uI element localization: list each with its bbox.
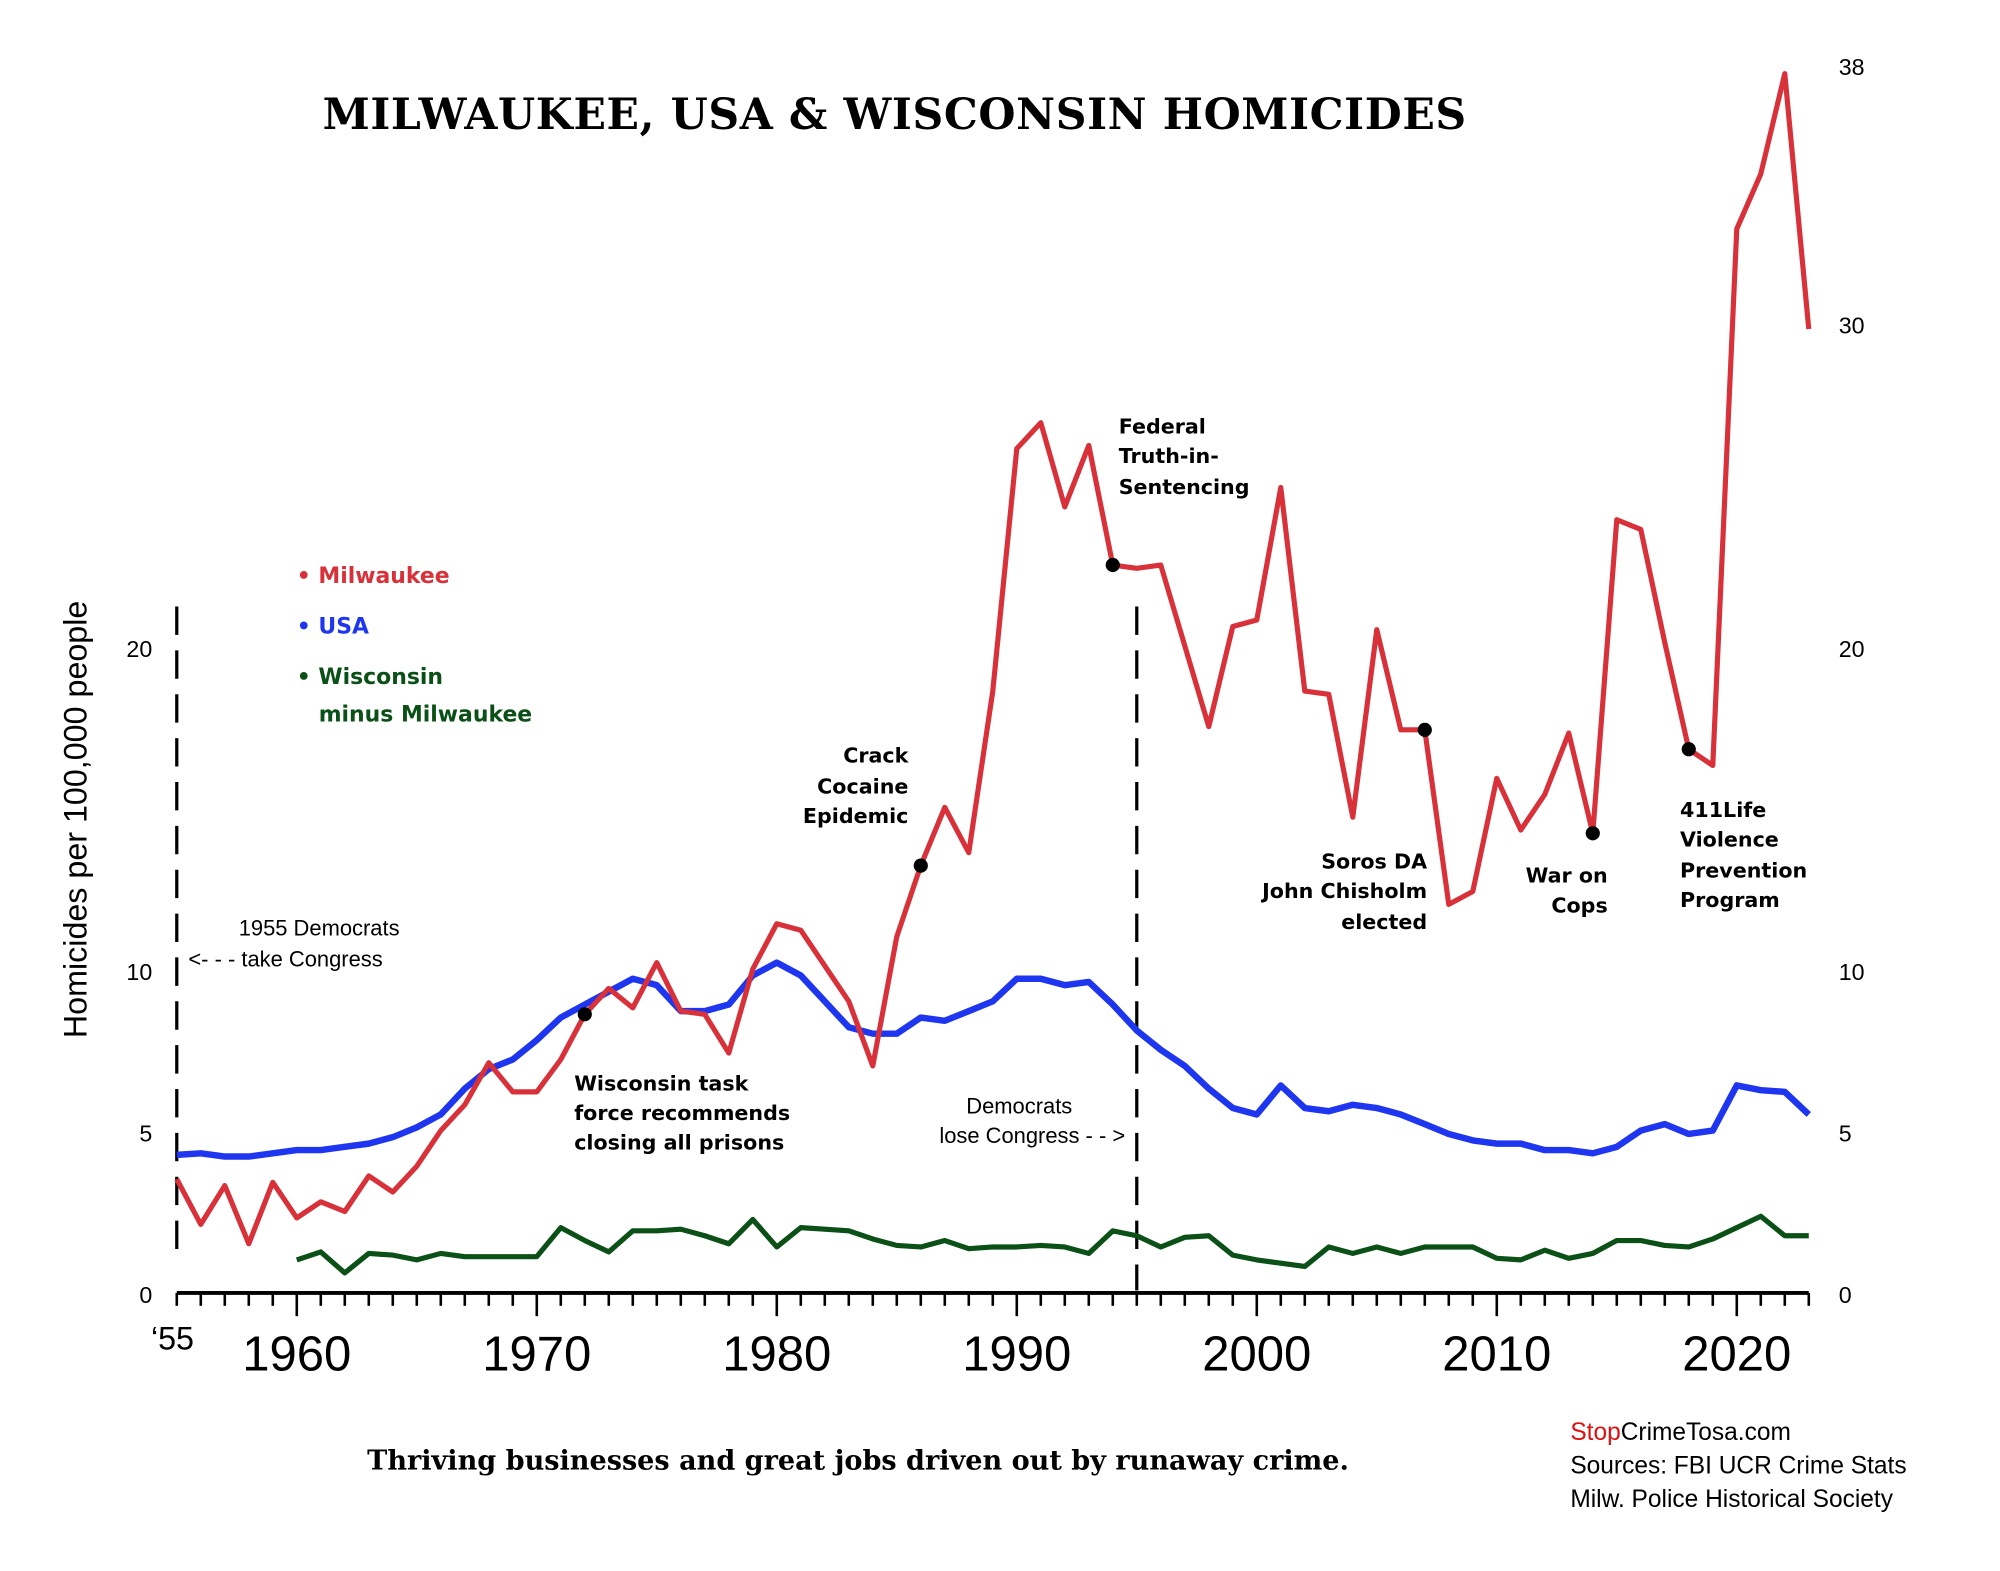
annotation-line: lose Congress - - >: [939, 1123, 1125, 1148]
annotation-soros: Soros DA John Chisholm elected: [1260, 849, 1427, 934]
y-right-tick-label: 38: [1839, 54, 1865, 80]
site-link-rest: CrimeTosa.com: [1621, 1419, 1791, 1446]
x-tick-label: 1970: [482, 1327, 591, 1381]
y-axis-label: Homicides per 100,000 people: [57, 601, 93, 1038]
annotation-line: John Chisholm: [1260, 879, 1427, 903]
x-tick-label: 1980: [722, 1327, 831, 1381]
legend-wisconsin: • Wisconsin: [297, 665, 443, 690]
x-tick-label: 2010: [1442, 1327, 1551, 1381]
y-right-tick-label: 5: [1839, 1121, 1852, 1147]
x-tick-label: ‘55: [151, 1321, 194, 1357]
annotation-task-force: Wisconsin task force recommends closing …: [574, 1071, 790, 1154]
annotation-line: Democrats: [966, 1094, 1072, 1119]
y-right-tick-label: 20: [1839, 636, 1865, 662]
series-line-milwaukee: [174, 71, 1812, 1247]
annotation-dem-lose-congress: Democrats lose Congress - - >: [939, 1094, 1125, 1149]
annotation-line: Wisconsin task: [574, 1071, 749, 1095]
x-tick-label: 1960: [242, 1327, 351, 1381]
annotation-line: Epidemic: [803, 804, 908, 828]
y-left-tick-label: 20: [126, 636, 152, 662]
annotation-line: 411Life: [1680, 798, 1766, 822]
y-left-tick-label: 0: [139, 1282, 152, 1308]
x-tick-label: 2020: [1682, 1327, 1791, 1381]
annotation-crack: Crack Cocaine Epidemic: [803, 744, 910, 829]
chart-title: MILWAUKEE, USA & WISCONSIN HOMICIDES: [323, 90, 1467, 140]
event-marker-1972: [577, 1007, 592, 1022]
annotation-line: Cops: [1551, 893, 1607, 917]
event-marker-1994: [1105, 557, 1120, 573]
annotation-line: <- - - take Congress: [188, 946, 382, 971]
annotation-line: Truth-in-: [1119, 444, 1219, 468]
annotation-line: Crack: [843, 744, 909, 768]
tagline: Thriving businesses and great jobs drive…: [367, 1446, 1349, 1477]
annotation-line: Violence: [1680, 827, 1779, 851]
annotation-line: Sentencing: [1119, 475, 1250, 499]
annotation-line: Prevention: [1680, 858, 1807, 882]
annotation-line: Cocaine: [817, 775, 908, 799]
sources-line-1: Sources: FBI UCR Crime Stats: [1570, 1453, 1906, 1480]
event-marker-1986: [913, 858, 928, 873]
x-tick-label: 1990: [962, 1327, 1071, 1381]
annotation-line: Federal: [1119, 415, 1206, 439]
series-line-usa: [176, 959, 1811, 1160]
annotation-line: Program: [1680, 888, 1780, 912]
legend-wisconsin-line2: minus Milwaukee: [319, 702, 532, 727]
annotation-411life: 411Life Violence Prevention Program: [1680, 798, 1807, 912]
annotation-war-on-cops: War on Cops: [1526, 864, 1608, 918]
annotation-federal: Federal Truth-in- Sentencing: [1119, 415, 1250, 500]
y-right-tick-label: 0: [1839, 1282, 1852, 1308]
site-link[interactable]: StopCrimeTosa.com: [1570, 1419, 1791, 1446]
y-left-tick-label: 10: [126, 959, 152, 985]
x-tick-label: 2000: [1202, 1327, 1311, 1381]
event-marker-2018: [1681, 742, 1696, 757]
annotation-line: 1955 Democrats: [239, 916, 400, 941]
annotation-line: force recommends: [574, 1101, 790, 1125]
y-right-tick-label: 10: [1839, 959, 1865, 985]
legend-usa: • USA: [297, 615, 369, 640]
annotation-line: Soros DA: [1321, 849, 1427, 873]
y-left-tick-label: 5: [139, 1121, 152, 1147]
site-link-red: Stop: [1570, 1419, 1620, 1446]
legend-milwaukee: • Milwaukee: [297, 564, 450, 589]
event-marker-2014: [1585, 826, 1600, 841]
annotation-line: closing all prisons: [574, 1131, 784, 1155]
annotation-line: elected: [1341, 910, 1427, 934]
annotation-line: War on: [1526, 864, 1608, 888]
event-marker-2007: [1417, 722, 1432, 737]
sources-line-2: Milw. Police Historical Society: [1570, 1486, 1893, 1513]
annotation-dem-take-congress: 1955 Democrats <- - - take Congress: [188, 916, 399, 972]
series-line-wisconsin-minus-milwaukee: [295, 1213, 1809, 1276]
y-right-tick-label: 30: [1839, 313, 1865, 339]
